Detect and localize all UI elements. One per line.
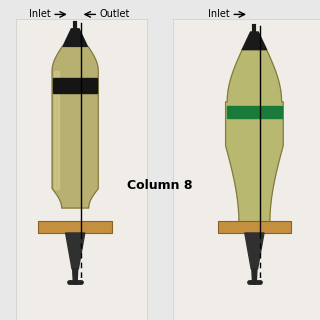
Polygon shape bbox=[73, 269, 78, 282]
Polygon shape bbox=[245, 233, 264, 269]
Polygon shape bbox=[252, 269, 257, 282]
Polygon shape bbox=[66, 233, 85, 269]
Polygon shape bbox=[226, 50, 283, 224]
Text: Inlet: Inlet bbox=[29, 9, 51, 20]
FancyBboxPatch shape bbox=[38, 221, 112, 233]
Text: Inlet: Inlet bbox=[208, 9, 230, 20]
Polygon shape bbox=[53, 78, 97, 93]
Polygon shape bbox=[54, 71, 59, 188]
Polygon shape bbox=[52, 46, 98, 208]
Polygon shape bbox=[242, 32, 267, 50]
Polygon shape bbox=[227, 106, 282, 118]
FancyBboxPatch shape bbox=[173, 19, 320, 320]
Polygon shape bbox=[63, 29, 87, 46]
FancyBboxPatch shape bbox=[16, 19, 147, 320]
Text: Column 8: Column 8 bbox=[127, 179, 193, 192]
Text: Outlet: Outlet bbox=[100, 9, 130, 20]
FancyBboxPatch shape bbox=[218, 221, 291, 233]
